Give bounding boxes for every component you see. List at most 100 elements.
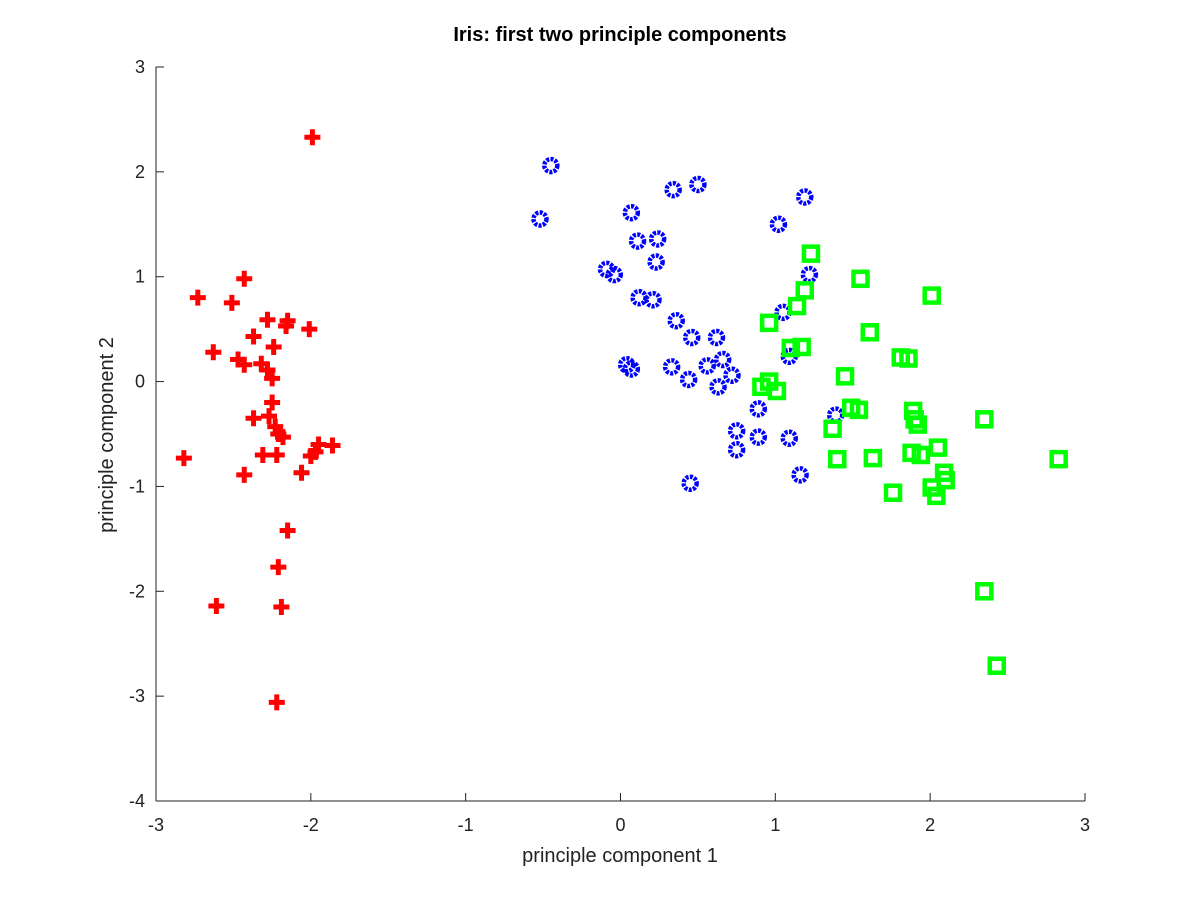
circle-marker bbox=[707, 328, 726, 347]
x-tick-label: 3 bbox=[1080, 815, 1090, 835]
plus-marker bbox=[205, 344, 222, 361]
circle-marker bbox=[713, 350, 732, 369]
plus-marker bbox=[274, 429, 291, 446]
y-tick-label: 0 bbox=[135, 372, 145, 392]
plus-marker bbox=[264, 394, 281, 411]
plus-marker bbox=[264, 370, 281, 387]
square-marker bbox=[781, 338, 801, 358]
square-marker bbox=[823, 419, 842, 439]
circle-marker bbox=[630, 288, 648, 307]
square-marker bbox=[899, 349, 918, 368]
x-tick-label: -3 bbox=[148, 815, 164, 835]
circle-marker bbox=[542, 156, 560, 175]
square-marker bbox=[928, 438, 948, 457]
circle-marker bbox=[689, 175, 707, 194]
circle-marker bbox=[774, 303, 792, 322]
plus-marker bbox=[304, 129, 321, 146]
y-axis-label: principle component 2 bbox=[96, 337, 118, 533]
square-marker bbox=[987, 656, 1006, 675]
y-tick-label: -3 bbox=[129, 686, 145, 706]
circle-marker bbox=[531, 210, 549, 228]
plus-marker bbox=[268, 446, 285, 463]
circle-marker bbox=[647, 253, 665, 271]
circle-marker bbox=[648, 230, 667, 248]
plus-marker bbox=[268, 694, 285, 711]
square-marker bbox=[792, 337, 811, 357]
chart-title: Iris: first two principle components bbox=[453, 24, 786, 46]
square-marker bbox=[767, 381, 787, 401]
plus-marker bbox=[261, 408, 278, 425]
square-marker bbox=[922, 286, 941, 305]
circle-marker bbox=[605, 265, 624, 284]
x-tick-label: 1 bbox=[770, 815, 780, 835]
square-marker bbox=[759, 313, 779, 333]
y-tick-label: 3 bbox=[135, 57, 145, 77]
circle-marker bbox=[796, 188, 814, 206]
plus-marker bbox=[301, 321, 318, 338]
square-marker bbox=[851, 269, 870, 289]
circle-marker bbox=[780, 429, 799, 447]
square-marker bbox=[828, 449, 847, 469]
circle-marker bbox=[749, 400, 768, 418]
circle-marker bbox=[628, 232, 647, 250]
x-tick-label: 0 bbox=[615, 815, 625, 835]
square-marker bbox=[1049, 449, 1068, 469]
x-tick-label: 2 bbox=[925, 815, 935, 835]
plus-marker bbox=[265, 338, 282, 355]
square-marker bbox=[975, 410, 994, 429]
plus-marker bbox=[259, 362, 276, 379]
circle-marker bbox=[622, 360, 641, 378]
plus-marker bbox=[223, 294, 240, 311]
y-tick-label: -4 bbox=[129, 791, 145, 811]
data-points bbox=[175, 129, 1068, 711]
square-marker bbox=[795, 281, 815, 300]
square-marker bbox=[860, 323, 880, 342]
circle-marker bbox=[667, 312, 685, 330]
plus-marker bbox=[236, 466, 253, 483]
circle-marker bbox=[622, 204, 641, 222]
plus-marker bbox=[324, 437, 341, 454]
square-marker bbox=[927, 486, 946, 506]
plus-marker bbox=[175, 450, 192, 467]
circle-marker bbox=[727, 422, 746, 440]
plus-marker bbox=[254, 446, 271, 463]
circle-marker bbox=[723, 366, 741, 385]
circle-marker bbox=[682, 328, 701, 347]
circle-marker bbox=[662, 358, 681, 376]
square-marker bbox=[863, 448, 883, 468]
square-marker bbox=[801, 244, 821, 263]
plus-marker bbox=[236, 270, 253, 287]
plus-marker bbox=[293, 464, 310, 481]
square-marker bbox=[787, 296, 807, 316]
plus-marker bbox=[278, 317, 295, 334]
circle-marker bbox=[679, 370, 698, 389]
circle-marker bbox=[681, 474, 699, 493]
square-marker bbox=[849, 400, 869, 420]
circle-marker bbox=[791, 466, 809, 484]
square-marker bbox=[975, 582, 994, 601]
plus-marker bbox=[208, 597, 225, 614]
circle-marker bbox=[800, 265, 819, 284]
circle-marker bbox=[709, 378, 727, 396]
axes bbox=[155, 67, 1085, 802]
square-marker bbox=[835, 367, 855, 386]
circle-marker bbox=[698, 357, 716, 375]
y-axis-ticks: -4 -3 -2 -1 0 1 2 3 bbox=[129, 57, 164, 811]
square-marker bbox=[908, 415, 928, 434]
plus-marker bbox=[189, 289, 206, 306]
plus-marker bbox=[245, 410, 262, 427]
x-axis-label: principle component 1 bbox=[522, 845, 718, 867]
y-tick-label: -1 bbox=[129, 476, 145, 496]
circle-marker bbox=[644, 291, 662, 309]
y-tick-label: 2 bbox=[135, 162, 145, 182]
plus-marker bbox=[270, 559, 287, 576]
square-marker bbox=[902, 443, 921, 463]
circle-marker bbox=[749, 428, 768, 446]
plus-marker bbox=[236, 356, 253, 373]
plus-marker bbox=[245, 328, 262, 345]
y-tick-label: -2 bbox=[129, 581, 145, 601]
plus-marker bbox=[279, 522, 296, 539]
plus-marker bbox=[273, 599, 290, 616]
x-axis-ticks: -3 -2 -1 0 1 2 3 bbox=[148, 793, 1090, 835]
